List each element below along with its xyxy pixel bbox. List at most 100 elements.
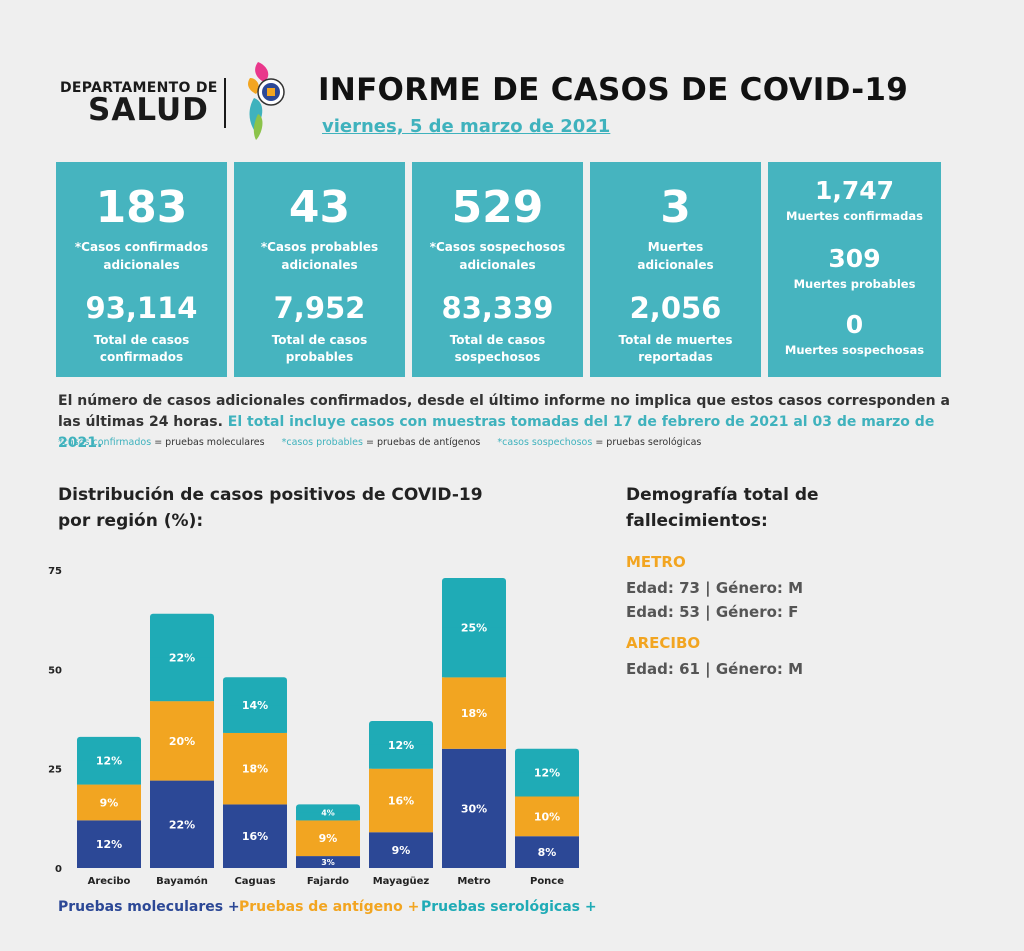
bar-segment-fill (369, 744, 433, 769)
stat-label: Muertes (647, 240, 704, 254)
department-label: DEPARTAMENTO DE (60, 80, 218, 96)
stat-box-suspected: 529 *Casos sospechosos adicionales 83,33… (412, 162, 583, 377)
x-category-label: Caguas (234, 876, 275, 887)
bar-value-label: 10% (534, 810, 560, 823)
bar-segment (515, 836, 579, 868)
stat-box-deaths: 3 Muertes adicionales 2,056 Total de mue… (590, 162, 761, 377)
stat-box-confirmed: 183 *Casos confirmados adicionales 93,11… (56, 162, 227, 377)
bar-value-label: 12% (96, 755, 122, 768)
bar-segment (150, 701, 214, 781)
salud-logo-icon (248, 62, 285, 140)
bar-segment (223, 804, 287, 868)
stat-total-label: Total de casos (271, 333, 368, 347)
report-title: INFORME DE CASOS DE COVID-19 (318, 72, 909, 108)
region-bar-chart: 0 25 50 75 12% 9% 12% Arecibo 22% 20% 22% Bayamón 16… (48, 566, 579, 887)
y-tick-label: 50 (48, 665, 62, 676)
stat-total: 93,114 (85, 291, 198, 325)
death-entry: Edad: 73 | Género: M (626, 579, 804, 597)
bar-segment (150, 780, 214, 868)
stat-total-label: reportadas (638, 350, 713, 364)
bar-segment (77, 784, 141, 821)
stat-total-label: Total de muertes (618, 333, 733, 347)
bar-segment-fill (223, 705, 287, 733)
header-divider (224, 78, 226, 128)
x-category-label: Ponce (530, 876, 564, 887)
bar-value-label: 25% (461, 622, 487, 635)
x-category-label: Bayamón (156, 875, 208, 887)
deaths-probable-label: Muertes probables (793, 277, 916, 291)
deaths-probable-value: 309 (828, 244, 881, 273)
bar-segment (442, 677, 506, 749)
stat-label: adicionales (637, 258, 714, 272)
bar-value-label: 9% (392, 844, 411, 857)
legend-term: *casos probables (281, 437, 363, 448)
stat-value: 183 (95, 182, 188, 233)
demographics-title-line: fallecimientos: (626, 511, 768, 531)
demographics-title: Demografía total de fallecimientos: (626, 482, 819, 534)
legend-term: *casos sospechosos (497, 437, 593, 448)
stat-total-label: probables (285, 350, 354, 364)
stat-total: 2,056 (629, 291, 722, 325)
x-category-label: Fajardo (307, 876, 349, 887)
report-date[interactable]: viernes, 5 de marzo de 2021 (322, 116, 611, 137)
bar-value-label: 30% (461, 802, 487, 815)
bar-segment (369, 768, 433, 833)
demographics-title-line: Demografía total de (626, 485, 819, 505)
test-type-legend: *casos confirmados = pruebas moleculares… (58, 437, 715, 448)
bar-value-label: 4% (321, 808, 335, 817)
bar-segment-fill (150, 657, 214, 702)
deaths-suspected-label: Muertes sospechosas (784, 343, 925, 357)
bar-value-label: 9% (100, 796, 119, 809)
bar-segment-fill (77, 760, 141, 785)
stat-box-probable: 43 *Casos probables adicionales 7,952 To… (234, 162, 405, 377)
bar-value-label: 20% (169, 735, 195, 748)
stat-value: 529 (451, 182, 544, 233)
bar-segment (296, 820, 360, 857)
legend-term: *casos confirmados (58, 437, 152, 448)
legend-def: = pruebas de antígenos (362, 437, 481, 448)
bar-segment (296, 856, 360, 868)
deaths-suspected-value: 0 (845, 310, 864, 339)
stat-total-label: Total de casos (449, 333, 546, 347)
stat-box-death-breakdown: 1,747 Muertes confirmadas 309 Muertes pr… (768, 162, 941, 377)
y-tick-label: 0 (55, 864, 62, 875)
x-category-label: Metro (457, 876, 490, 887)
legend-def: = pruebas serológicas (592, 437, 702, 448)
stat-total-label: Total de casos (93, 333, 190, 347)
bar-segment-fill (515, 772, 579, 797)
bar-value-label: 8% (538, 846, 557, 859)
bar-value-label: 18% (242, 763, 268, 776)
stat-label: *Casos probables (260, 240, 379, 254)
bar-segment (77, 820, 141, 868)
x-category-label: Mayagüez (373, 876, 430, 887)
stat-label: *Casos confirmados (74, 240, 209, 254)
bar-segment (369, 832, 433, 868)
y-tick-label: 75 (48, 566, 62, 577)
death-entry: Edad: 61 | Género: M (626, 660, 804, 678)
bar-value-label: 12% (96, 838, 122, 851)
disclaimer-highlight: El total incluye casos con muestras toma… (58, 414, 935, 451)
bar-value-label: 3% (321, 858, 335, 867)
bar-value-label: 9% (319, 832, 338, 845)
bar-value-label: 18% (461, 707, 487, 720)
stat-label: adicionales (103, 258, 180, 272)
deaths-confirmed-value: 1,747 (814, 176, 895, 205)
chart-title: Distribución de casos positivos de COVID… (58, 482, 483, 534)
stat-value: 43 (288, 182, 351, 233)
chart-title-line: por región (%): (58, 511, 204, 531)
stat-value: 3 (660, 182, 691, 233)
stat-label: adicionales (281, 258, 358, 272)
legend-molecular: Pruebas moleculares + (58, 899, 240, 915)
death-entry: Edad: 53 | Género: F (626, 603, 799, 621)
deaths-confirmed-label: Muertes confirmadas (786, 209, 923, 223)
bar-value-label: 22% (169, 651, 195, 664)
disclaimer-note: El número de casos adicionales confirmad… (58, 391, 958, 454)
chart-title-line: Distribución de casos positivos de COVID… (58, 485, 483, 505)
bar-value-label: 16% (242, 830, 268, 843)
bar-value-label: 14% (242, 699, 268, 712)
bar-segment-fill (442, 627, 506, 678)
x-category-label: Arecibo (88, 876, 131, 887)
stat-total: 83,339 (441, 291, 554, 325)
y-tick-label: 25 (48, 765, 62, 776)
legend-serologic: Pruebas serológicas + (421, 899, 597, 915)
